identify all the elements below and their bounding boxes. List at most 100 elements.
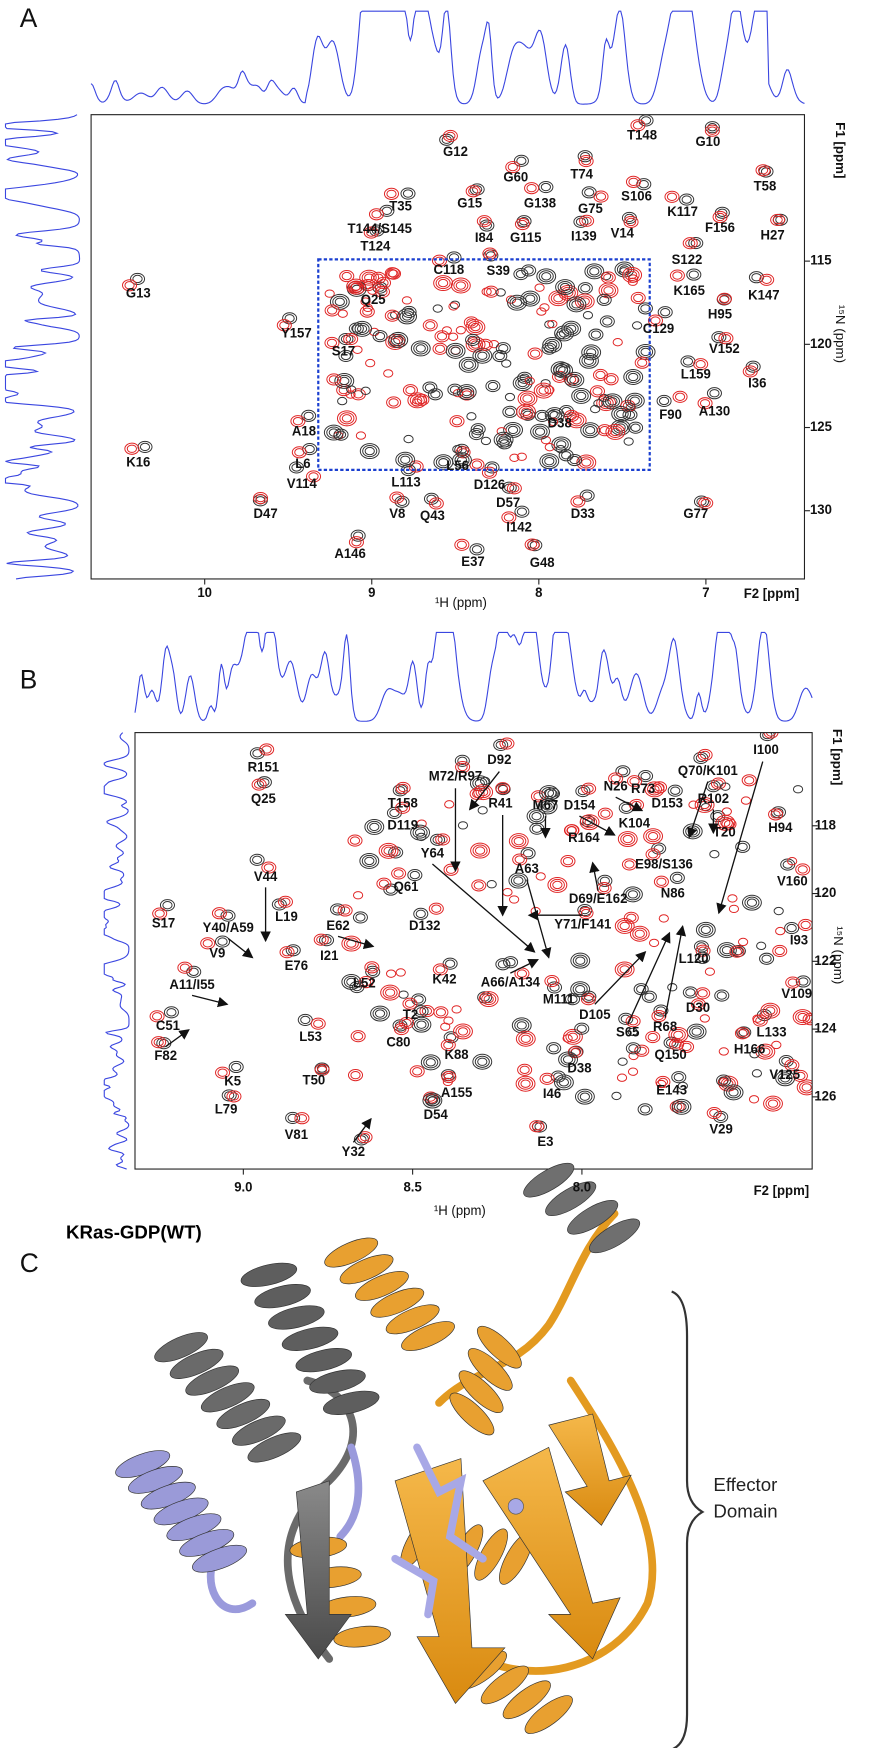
contour xyxy=(360,386,371,395)
contour xyxy=(693,358,709,371)
peak-label: S17 xyxy=(332,343,355,358)
contour xyxy=(584,263,605,280)
contour xyxy=(632,121,644,130)
contour xyxy=(699,399,711,408)
contour xyxy=(726,1086,742,1099)
contour xyxy=(578,155,594,168)
contour xyxy=(456,456,468,465)
contour xyxy=(523,266,534,275)
contour xyxy=(786,1060,797,1070)
contour xyxy=(401,296,413,305)
contour xyxy=(425,321,436,330)
peak-label: R102 xyxy=(698,791,729,806)
contour xyxy=(603,273,614,282)
contour xyxy=(341,935,362,952)
contour xyxy=(709,850,720,859)
contour xyxy=(773,808,784,817)
contour xyxy=(527,347,543,360)
contour xyxy=(259,743,275,756)
contour xyxy=(520,290,541,307)
contour xyxy=(547,319,558,329)
contour xyxy=(499,737,515,750)
contour xyxy=(712,210,728,224)
contour xyxy=(582,424,598,437)
contour xyxy=(335,430,347,439)
contour xyxy=(762,732,773,740)
y-tick-label: 125 xyxy=(810,419,832,434)
contour xyxy=(255,493,266,503)
contour xyxy=(383,846,394,856)
contour xyxy=(627,890,639,899)
contour xyxy=(435,1008,447,1017)
contour xyxy=(695,944,711,957)
contour xyxy=(711,331,727,344)
contour xyxy=(584,188,595,197)
peak-label: K147 xyxy=(748,288,779,303)
contour xyxy=(569,414,585,427)
contour xyxy=(539,453,560,470)
peak-label: I84 xyxy=(475,230,494,245)
contour xyxy=(555,331,566,340)
contour xyxy=(415,1007,427,1016)
peak-label: V114 xyxy=(287,476,318,491)
contour xyxy=(566,826,577,835)
contour xyxy=(717,816,733,829)
contour xyxy=(593,190,609,203)
peak-label: L113 xyxy=(391,475,420,490)
contour xyxy=(477,338,493,351)
contour xyxy=(497,960,509,969)
contour xyxy=(520,1034,531,1043)
contour xyxy=(352,891,364,900)
contour xyxy=(544,442,555,452)
contour xyxy=(308,472,319,481)
contour xyxy=(512,375,533,392)
contour xyxy=(564,371,585,388)
contour xyxy=(372,330,388,343)
x-tick-label: 8 xyxy=(535,585,542,600)
contour xyxy=(353,531,364,540)
contour xyxy=(428,497,444,510)
peak-label: Y40/A59 xyxy=(203,920,254,935)
contour xyxy=(296,1114,308,1123)
contour xyxy=(740,796,752,805)
contour xyxy=(514,505,530,518)
contour xyxy=(728,1088,739,1097)
contour xyxy=(413,907,429,920)
contour xyxy=(382,986,398,999)
peak-label: H166 xyxy=(734,1041,765,1056)
contour xyxy=(654,783,665,792)
contour xyxy=(514,855,525,864)
contour xyxy=(313,933,329,946)
contour xyxy=(326,373,342,386)
contour xyxy=(570,952,591,969)
contour xyxy=(668,1026,689,1043)
contour xyxy=(664,190,680,203)
contour xyxy=(628,1044,639,1053)
contour xyxy=(350,282,362,291)
contour xyxy=(495,782,511,795)
contour xyxy=(755,1016,766,1025)
peak-label: G48 xyxy=(530,555,555,570)
peak-label: V9 xyxy=(209,946,225,961)
peak-label: S17 xyxy=(152,916,175,931)
contour xyxy=(446,1033,457,1042)
contour xyxy=(474,846,486,855)
contour xyxy=(416,395,427,405)
contour xyxy=(796,1079,813,1096)
contour xyxy=(228,1092,240,1101)
contour xyxy=(496,433,512,446)
contour xyxy=(431,499,442,508)
peak-label: I36 xyxy=(748,376,766,391)
contour xyxy=(393,869,404,878)
contour xyxy=(720,818,731,828)
contour xyxy=(409,394,425,407)
peak-label: G115 xyxy=(510,230,541,245)
contour xyxy=(345,334,356,344)
contour xyxy=(404,307,415,317)
contour xyxy=(385,988,396,997)
contour xyxy=(480,340,491,349)
contour xyxy=(544,974,560,988)
contour xyxy=(370,1005,390,1022)
contour xyxy=(679,1040,695,1053)
metal-ion xyxy=(507,1498,524,1515)
